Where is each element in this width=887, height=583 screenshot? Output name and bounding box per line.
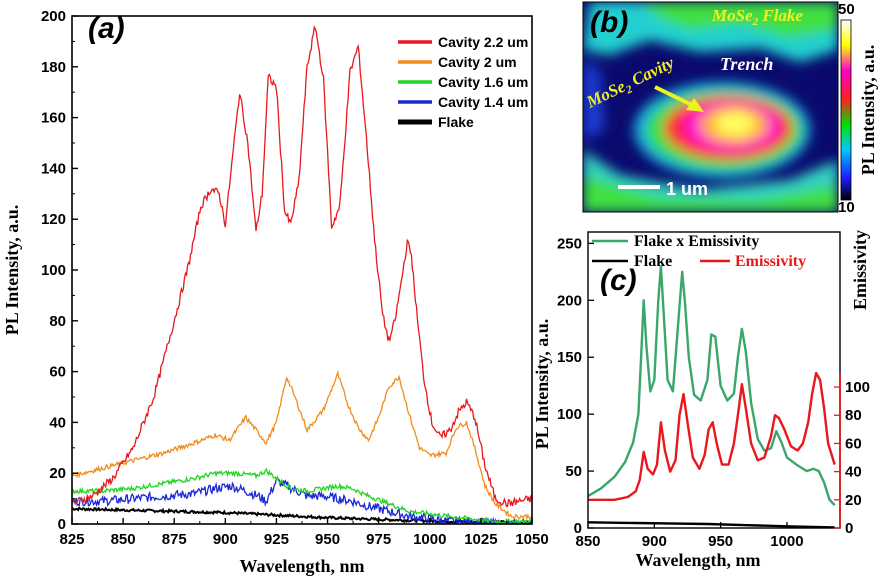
x-tick-label: 825 (59, 531, 84, 548)
heatmap-region-flake-top-green (640, 2, 838, 38)
panel-a-legend: Cavity 2.2 um Cavity 2 um Cavity 1.6 um Cav… (398, 34, 528, 130)
x-tick-label: 1000 (413, 531, 446, 548)
legend-label-cavity-2-2-um: Cavity 2.2 um (438, 34, 528, 50)
panel-b-label: (b) (590, 6, 628, 39)
colorbar-title: PL Intensity, a.u. (858, 45, 878, 176)
y-tick-label: 50 (565, 463, 582, 480)
series-line-cavity-1-6-um (72, 467, 532, 524)
y-tick-label: 140 (41, 160, 66, 177)
colorbar-min-label: 10 (838, 199, 855, 216)
y-tick-label: 100 (41, 262, 66, 279)
x-tick-label: 925 (264, 531, 289, 548)
y-tick-label: 120 (41, 211, 66, 228)
legend-label-emissivity: Emissivity (735, 253, 806, 270)
series-line-emissivity (588, 371, 836, 501)
x-tick-label: 1000 (770, 533, 803, 550)
panel-a-chart: 825 850 875 900 925 950 975 1000 1025 1050 0 20 40 6… (2, 8, 549, 576)
y2-tick-label: 20 (845, 492, 862, 509)
panel-c-chart: 850 900 950 1000 0 50 100 150 200 250 0 20 40 60 80 1… (532, 230, 870, 570)
x-tick-label: 900 (642, 533, 667, 550)
series-line-cavity-1-4-um (72, 476, 532, 524)
panel-a-x-axis-label: Wavelength, nm (239, 556, 364, 576)
y-tick-label: 200 (41, 8, 66, 25)
y-tick-label: 0 (574, 520, 582, 537)
y-tick-label: 160 (41, 110, 66, 127)
y-tick-label: 60 (49, 364, 66, 381)
y2-tick-label: 80 (845, 407, 862, 424)
trench-annotation: Trench (720, 54, 773, 74)
y-tick-label: 150 (557, 349, 582, 366)
legend-label-flake: Flake (438, 114, 474, 130)
heatmap-region-left (583, 60, 605, 140)
panel-a-plot-frame (71, 15, 533, 525)
series-line-flake-x-emissivity (588, 265, 836, 507)
panel-c-y2-axis-label: Emissivity (850, 230, 870, 310)
panel-b-heatmap: (b) MoSe2 Flake Trench MoSe2 Cavity 1 um… (582, 1, 878, 216)
x-tick-label: 850 (111, 531, 136, 548)
y-tick-label: 80 (49, 313, 66, 330)
heatmap-cavity-core (715, 112, 755, 136)
x-tick-label: 875 (162, 531, 187, 548)
series-line-cavity-2-um (72, 370, 532, 521)
panel-c-label: (c) (600, 264, 637, 297)
y2-tick-label: 0 (845, 520, 853, 537)
heatmap-region-lower-green (583, 175, 838, 212)
series-line-flake (588, 521, 835, 528)
y-tick-label: 250 (557, 235, 582, 252)
cavity-arrow-head (686, 98, 704, 112)
y-tick-label: 180 (41, 59, 66, 76)
y-tick-label: 40 (49, 414, 66, 431)
y-tick-label: 0 (58, 516, 66, 533)
y2-tick-label: 60 (845, 435, 862, 452)
x-tick-label: 1050 (515, 531, 548, 548)
panel-c-legend: Flake x Emissivity Flake Emissivity (592, 233, 806, 270)
x-tick-label: 950 (708, 533, 733, 550)
x-tick-label: 950 (315, 531, 340, 548)
x-tick-label: 975 (366, 531, 391, 548)
y-tick-label: 20 (49, 465, 66, 482)
flake-annotation: MoSe2 Flake (711, 6, 803, 28)
x-tick-label: 1025 (464, 531, 497, 548)
x-tick-label: 850 (575, 533, 600, 550)
cavity-arrow-shaft (654, 85, 695, 108)
y-tick-label: 200 (557, 292, 582, 309)
panel-c-y-axis-label: PL Intensity, a.u. (532, 319, 552, 450)
series-line-cavity-2-2-um (72, 25, 532, 507)
panel-a-y-axis-label: PL Intensity, a.u. (2, 205, 22, 336)
legend-label-cavity-1-6-um: Cavity 1.6 um (438, 74, 528, 90)
y2-tick-label: 100 (845, 379, 870, 396)
colorbar (840, 19, 852, 201)
y-tick-label: 100 (557, 406, 582, 423)
legend-label-cavity-2-um: Cavity 2 um (438, 54, 517, 70)
panel-c-x-axis-label: Wavelength, nm (635, 550, 760, 570)
scale-bar-label: 1 um (666, 179, 708, 199)
legend-label-flake: Flake (634, 253, 672, 270)
y2-tick-label: 40 (845, 464, 862, 481)
legend-label-flake-x-emissivity: Flake x Emissivity (634, 233, 759, 250)
panel-a-label: (a) (88, 12, 125, 45)
x-tick-label: 900 (213, 531, 238, 548)
colorbar-max-label: 50 (838, 1, 855, 18)
heatmap-frame (582, 1, 839, 213)
legend-label-cavity-1-4-um: Cavity 1.4 um (438, 94, 528, 110)
